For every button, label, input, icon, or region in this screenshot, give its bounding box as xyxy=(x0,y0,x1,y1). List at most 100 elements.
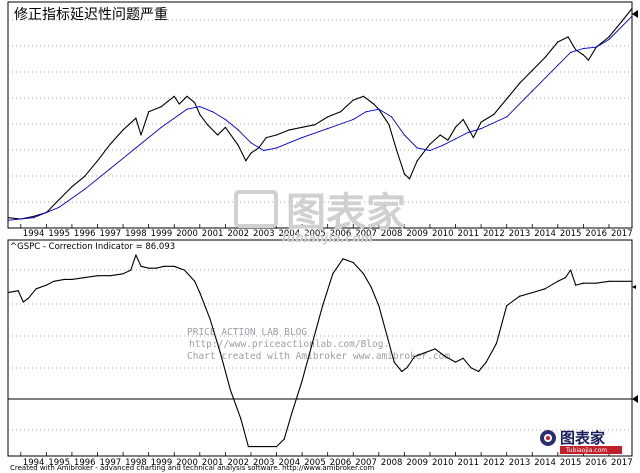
x-tick-label: 2005 xyxy=(304,229,326,239)
series-point xyxy=(570,51,572,54)
series-point xyxy=(186,95,188,97)
series-point xyxy=(587,59,590,61)
series-point xyxy=(416,160,418,162)
series-point xyxy=(352,118,354,121)
indicator-chart-title: ^GSPC - Correction Indicator = 86.093 xyxy=(10,242,175,252)
series-point xyxy=(322,305,324,307)
indicator-last-value-marker xyxy=(632,395,638,403)
amibroker-footer: Created with Amibroker - advanced charti… xyxy=(10,464,375,472)
series-point xyxy=(250,152,252,154)
series-point xyxy=(247,446,249,448)
series-point xyxy=(608,38,610,41)
series-point xyxy=(396,149,398,152)
series-point xyxy=(135,254,137,256)
series-point xyxy=(595,282,597,284)
series-point xyxy=(472,137,474,139)
indicator-panel-frame xyxy=(7,239,633,457)
series-point xyxy=(531,90,533,92)
series-point xyxy=(22,301,24,303)
logo-text: 图表家 xyxy=(560,429,605,447)
series-point xyxy=(631,280,633,282)
x-tick-label: 2005 xyxy=(304,458,326,468)
series-point xyxy=(506,305,508,307)
x-tick-label: 2016 xyxy=(585,229,607,239)
series-point xyxy=(229,389,232,391)
series-point xyxy=(237,144,239,146)
series-point xyxy=(206,124,209,126)
blog-watermark-line-2: http://www.priceactionlab.com/Blog. xyxy=(189,339,389,350)
series-point xyxy=(217,134,219,136)
series-point xyxy=(447,139,449,141)
series-point xyxy=(140,134,142,136)
x-tick-label: 1996 xyxy=(74,229,96,239)
series-point xyxy=(506,98,508,100)
series-point xyxy=(480,121,482,123)
series-point xyxy=(301,137,303,139)
series-point xyxy=(506,116,508,118)
series-point xyxy=(163,265,165,267)
series-point xyxy=(109,143,111,145)
series-point xyxy=(429,143,431,145)
series-point xyxy=(608,36,610,38)
series-point xyxy=(96,275,99,277)
series-point xyxy=(393,361,395,363)
x-tick-label: 2003 xyxy=(253,458,275,468)
series-point xyxy=(388,124,390,126)
tubiaojia-watermark: 图表家 Tubiaojia.com xyxy=(234,190,406,245)
series-point xyxy=(544,56,546,59)
series-point xyxy=(378,305,380,307)
x-tick-label: 2000 xyxy=(176,229,198,239)
series-point xyxy=(470,367,472,369)
series-point xyxy=(109,168,111,170)
series-point xyxy=(544,288,546,290)
price-panel-gridlines xyxy=(8,19,632,203)
series-point xyxy=(240,417,242,419)
series-point xyxy=(467,131,469,133)
series-point xyxy=(575,284,577,286)
series-point xyxy=(199,292,201,294)
series-point xyxy=(403,173,405,175)
series-point xyxy=(608,280,610,282)
series-point xyxy=(391,116,393,118)
x-tick-label: 2015 xyxy=(560,458,582,468)
series-point xyxy=(557,280,559,282)
x-tick-label: 2000 xyxy=(176,458,198,468)
x-tick-label: 2012 xyxy=(483,458,505,468)
series-point xyxy=(362,273,365,275)
series-point xyxy=(485,361,487,363)
series-point xyxy=(434,348,436,350)
series-point xyxy=(311,342,313,344)
series-point xyxy=(17,290,19,292)
series-point xyxy=(291,412,293,414)
series-point xyxy=(567,36,569,38)
series-point xyxy=(275,134,278,136)
blog-watermark: PRICE ACTION LAB BLOG http://www.priceac… xyxy=(187,327,450,362)
series-point xyxy=(570,269,572,271)
series-point xyxy=(365,111,367,113)
series-point xyxy=(582,47,585,50)
series-point xyxy=(275,446,278,448)
x-tick-label: 1999 xyxy=(151,458,173,468)
x-tick-label: 2013 xyxy=(509,229,531,239)
x-tick-label: 2017 xyxy=(611,458,633,468)
series-point xyxy=(454,361,457,363)
logo-sub-text: Tubiaojia.com xyxy=(565,447,607,454)
x-tick-label: 1996 xyxy=(74,458,96,468)
moving-average-line xyxy=(7,15,633,221)
series-point xyxy=(582,282,585,284)
x-tick-label: 1995 xyxy=(48,458,70,468)
series-point xyxy=(518,82,521,84)
series-point xyxy=(582,54,585,56)
series-point xyxy=(45,284,48,286)
series-point xyxy=(160,106,162,108)
x-tick-label: 2011 xyxy=(458,458,480,468)
series-point xyxy=(462,118,464,121)
price-last-value-marker xyxy=(632,10,638,18)
series-point xyxy=(250,142,252,144)
x-tick-label: 2004 xyxy=(279,229,301,239)
series-point xyxy=(63,278,65,280)
series-point xyxy=(424,352,426,354)
series-point xyxy=(454,138,457,140)
series-point xyxy=(209,318,211,320)
